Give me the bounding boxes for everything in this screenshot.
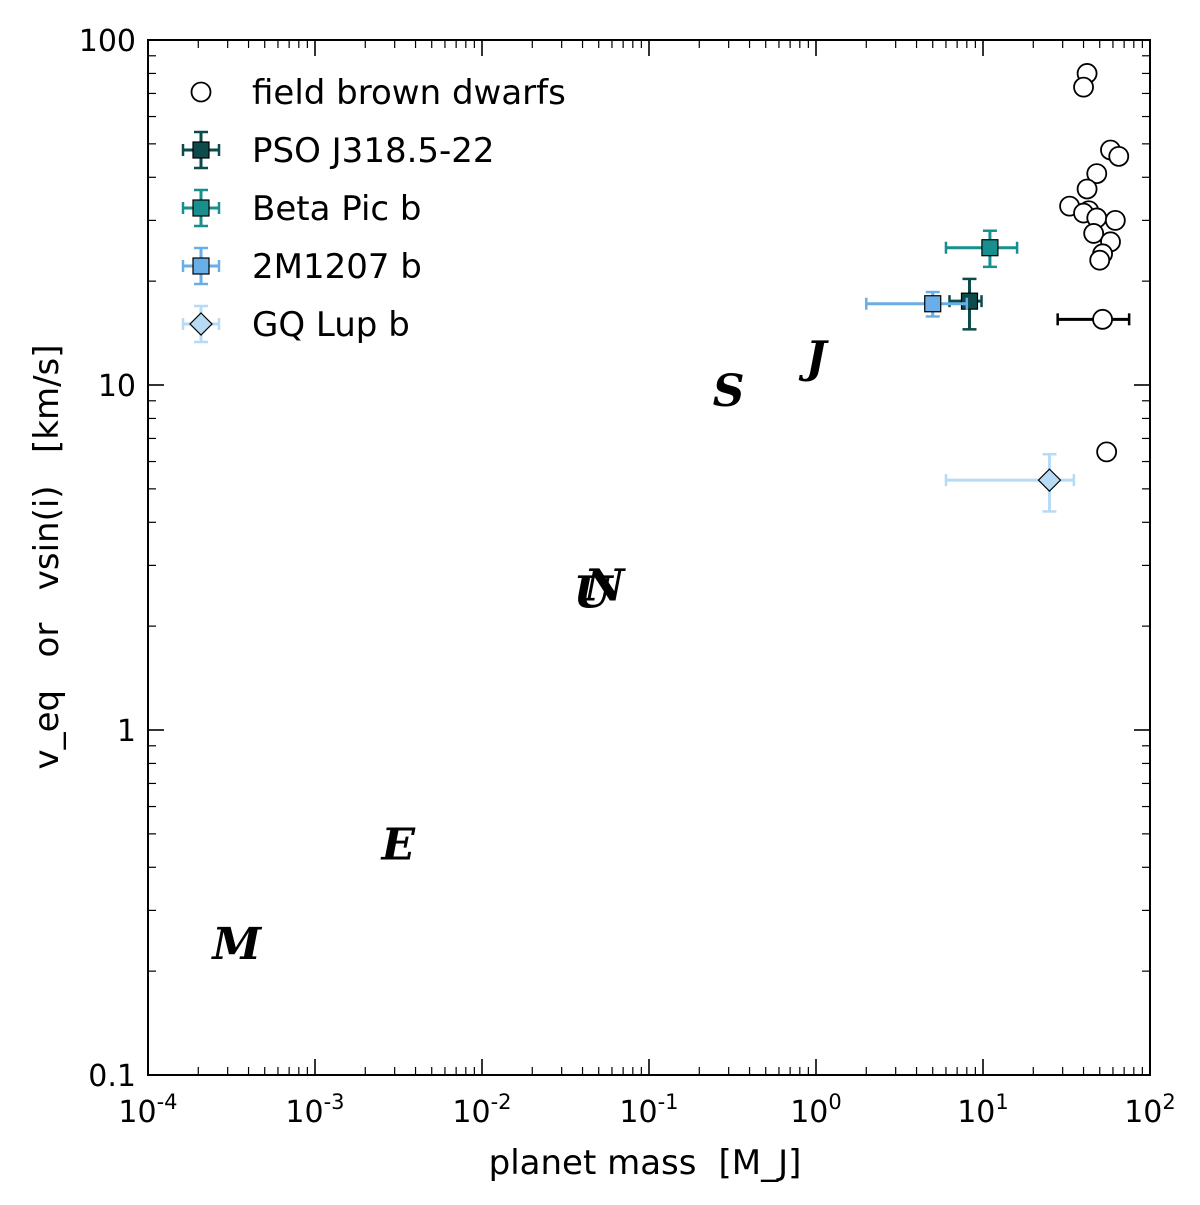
x-tick-exponent: -3: [324, 1090, 345, 1114]
legend-label: PSO J318.5-22: [252, 131, 495, 171]
x-tick-base: 10: [452, 1095, 490, 1130]
x-tick-exponent: -1: [658, 1090, 679, 1114]
x-tick-label: 10-2: [452, 1090, 511, 1130]
planet-label-s: S: [713, 366, 745, 417]
x-tick-label: 10-4: [118, 1090, 177, 1130]
series-0: [1056, 63, 1131, 463]
planet-point: [981, 239, 999, 257]
x-tick-exponent: 1: [995, 1090, 1008, 1114]
brown-dwarf-point: [1083, 223, 1105, 244]
plot-frame: [147, 39, 1151, 1076]
series-2: [944, 229, 1019, 269]
x-tick-label: 10-1: [619, 1090, 678, 1130]
x-tick-base: 10: [957, 1095, 995, 1130]
brown-dwarf-point: [1096, 441, 1118, 463]
y-axis-label: v_eq or vsin(i) [km/s]: [27, 345, 67, 770]
brown-dwarf-point: [1086, 163, 1108, 184]
planet-label-m: M: [210, 919, 262, 970]
legend: field brown dwarfs PSO J318.5-22 Beta Pic …: [181, 73, 566, 345]
legend-label: GQ Lup b: [252, 305, 410, 345]
legend-entry: field brown dwarfs: [190, 73, 566, 113]
brown-dwarf-point: [1076, 178, 1098, 200]
legend-marker: [192, 199, 210, 217]
series-3: [865, 290, 969, 318]
x-tick-base: 10: [1124, 1095, 1162, 1130]
brown-dwarf-point: [1104, 209, 1126, 231]
x-tick-exponent: 0: [828, 1090, 841, 1114]
x-axis-label-unit: [M_J]: [718, 1143, 801, 1183]
brown-dwarf-point: [1108, 145, 1130, 167]
x-tick-exponent: -4: [157, 1090, 178, 1114]
legend-entry: GQ Lup b: [181, 304, 410, 345]
planet-point: [924, 295, 942, 313]
x-tick-base: 10: [619, 1095, 657, 1130]
x-axis-label: planet mass [M_J]: [489, 1143, 802, 1183]
legend-marker: [190, 81, 212, 103]
y-tick-label: 0.1: [88, 1059, 136, 1094]
x-tick-label: 100: [790, 1090, 842, 1130]
planet-label-u: U: [573, 568, 614, 619]
legend-label: Beta Pic b: [252, 189, 422, 229]
x-tick-exponent: -2: [491, 1090, 512, 1114]
x-axis-label-text: planet mass: [489, 1143, 697, 1183]
axis-ticks: [148, 40, 1150, 1075]
x-tick-base: 10: [790, 1095, 828, 1130]
legend-label: 2M1207 b: [252, 247, 422, 287]
brown-dwarf-point: [1073, 76, 1094, 98]
x-tick-label: 101: [957, 1090, 1009, 1130]
legend-marker: [192, 141, 210, 159]
planet-label-n: N: [582, 561, 626, 612]
brown-dwarf-point: [1089, 249, 1111, 271]
y-tick-label: 1: [117, 714, 136, 749]
y-tick-label: 100: [79, 24, 136, 59]
planet-point: [960, 292, 979, 310]
legend-marker: [192, 257, 210, 275]
x-tick-label: 102: [1124, 1090, 1176, 1130]
legend-label: field brown dwarfs: [252, 73, 566, 113]
legend-entry: Beta Pic b: [181, 188, 422, 229]
x-tick-base: 10: [285, 1095, 323, 1130]
brown-dwarf-point: [1092, 308, 1113, 330]
legend-entry: PSO J318.5-22: [181, 130, 495, 171]
series-4: [944, 452, 1076, 513]
legend-marker: [189, 312, 213, 336]
planet-label-e: E: [379, 820, 416, 871]
x-tick-label: 10-3: [285, 1090, 344, 1130]
data-points: [865, 63, 1131, 513]
x-tick-base: 10: [118, 1095, 156, 1130]
legend-entry: 2M1207 b: [181, 246, 422, 287]
x-tick-exponent: 2: [1162, 1090, 1175, 1114]
y-tick-label: 10: [98, 369, 136, 404]
planet-point: [1037, 468, 1062, 492]
